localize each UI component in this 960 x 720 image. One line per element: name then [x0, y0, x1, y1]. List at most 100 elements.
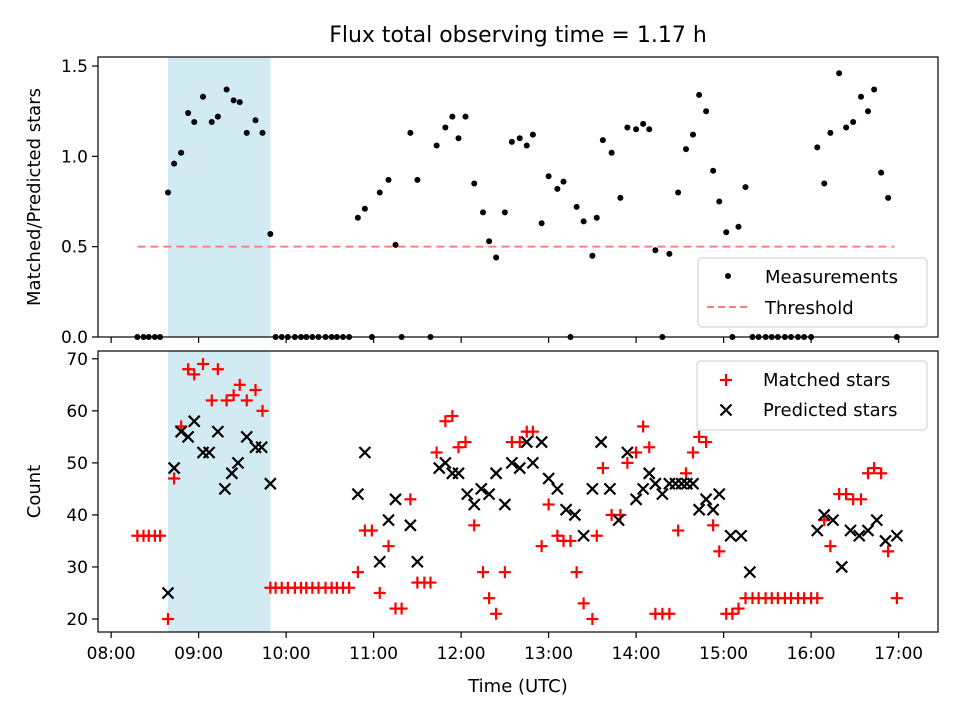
predicted-point: [586, 482, 599, 496]
matched-point: [577, 597, 590, 610]
predicted-point: [629, 493, 643, 506]
measurement-point: [259, 129, 266, 136]
ratio-y-axis-label: Matched/Predicted stars: [24, 88, 45, 306]
measurement-point: [449, 113, 456, 120]
predicted-point: [568, 508, 582, 522]
predicted-point: [734, 529, 748, 543]
measurement-point: [480, 209, 486, 216]
predicted-point: [373, 555, 387, 569]
matched-point: [564, 534, 577, 547]
matched-point: [811, 592, 824, 605]
matched-point: [855, 493, 867, 506]
y-tick-label: 20: [66, 610, 88, 630]
predicted-point: [594, 435, 608, 449]
measurement-point: [593, 214, 600, 221]
predicted-point: [489, 467, 503, 480]
predicted-point: [255, 440, 268, 454]
matched-point: [621, 456, 634, 469]
measurement-point: [652, 247, 659, 254]
x-axis-label: Time (UTC): [467, 676, 568, 697]
matched-point: [732, 602, 745, 615]
legend-cross-glyph: [719, 403, 733, 417]
measurement-point: [523, 142, 530, 149]
predicted-point: [240, 430, 254, 444]
y-tick-label: 1.0: [61, 147, 88, 167]
matched-point: [240, 394, 253, 407]
measurement-point: [191, 119, 198, 126]
measurement-point: [821, 180, 828, 187]
measurement-point: [640, 120, 647, 127]
measurement-point: [560, 178, 567, 185]
matched-point: [439, 415, 452, 428]
matched-point: [233, 378, 246, 391]
matched-point: [726, 607, 739, 620]
measurement-point: [716, 198, 723, 205]
measurement-point: [885, 194, 892, 201]
matched-point: [468, 519, 481, 532]
matched-point: [205, 394, 218, 407]
predicted-point: [636, 482, 650, 496]
measurement-point: [633, 126, 640, 133]
matched-point: [365, 524, 378, 537]
measurement-point: [735, 223, 742, 230]
predicted-point: [439, 456, 452, 470]
predicted-point: [686, 477, 700, 490]
measurement-point: [236, 99, 243, 106]
predicted-point: [559, 503, 573, 516]
predicted-point: [264, 477, 277, 490]
matched-point: [498, 566, 511, 579]
measurement-point: [516, 135, 523, 142]
measurement-point: [267, 231, 274, 238]
measurement-point: [666, 250, 673, 257]
matched-point: [570, 566, 583, 579]
matched-point: [840, 488, 853, 501]
count-legend-box: [696, 360, 928, 431]
x-tick-label: 09:00: [174, 644, 223, 664]
measurement-point: [599, 137, 606, 144]
x-tick-label: 12:00: [437, 644, 486, 664]
measurement-point: [252, 117, 259, 124]
measurement-point: [433, 142, 440, 149]
y-tick-label: 60: [66, 402, 88, 422]
x-tick-label: 08:00: [87, 644, 136, 664]
predicted-point: [699, 493, 713, 506]
predicted-point: [656, 487, 669, 501]
matched-point: [227, 389, 240, 402]
measurement-point: [501, 209, 508, 216]
matched-point: [637, 420, 650, 433]
measurement-point: [696, 91, 703, 98]
measurement-point: [529, 131, 536, 138]
measurement-point: [471, 180, 478, 187]
matched-point: [875, 467, 888, 480]
predicted-point: [211, 425, 225, 438]
legend-measurements-marker: [725, 273, 731, 279]
predicted-point: [526, 456, 540, 470]
legend-matched-marker: [720, 374, 732, 386]
predicted-point: [890, 529, 904, 543]
matched-point: [168, 472, 181, 485]
measurement-point: [392, 241, 399, 248]
measurement-point: [836, 70, 843, 77]
predicted-point: [692, 503, 706, 516]
measurement-point: [742, 184, 749, 191]
measurement-point: [165, 189, 171, 196]
highlight-band: [168, 351, 271, 632]
count-legend: Matched stars Predicted stars: [696, 360, 928, 431]
matched-point: [672, 524, 685, 537]
measurement-point: [690, 131, 696, 138]
measurement-point: [178, 149, 185, 156]
measurement-point: [354, 214, 361, 221]
measurement-point: [493, 254, 500, 261]
measurement-point: [703, 108, 710, 115]
predicted-point: [861, 524, 875, 537]
x-tick-label: 17:00: [874, 644, 923, 664]
legend-plus-glyph: [720, 374, 732, 386]
matched-point: [182, 363, 195, 376]
predicted-point: [181, 430, 195, 444]
matched-point: [477, 566, 489, 579]
measurement-point: [486, 238, 493, 245]
measurement-point: [573, 203, 580, 210]
predicted-point: [706, 503, 720, 516]
